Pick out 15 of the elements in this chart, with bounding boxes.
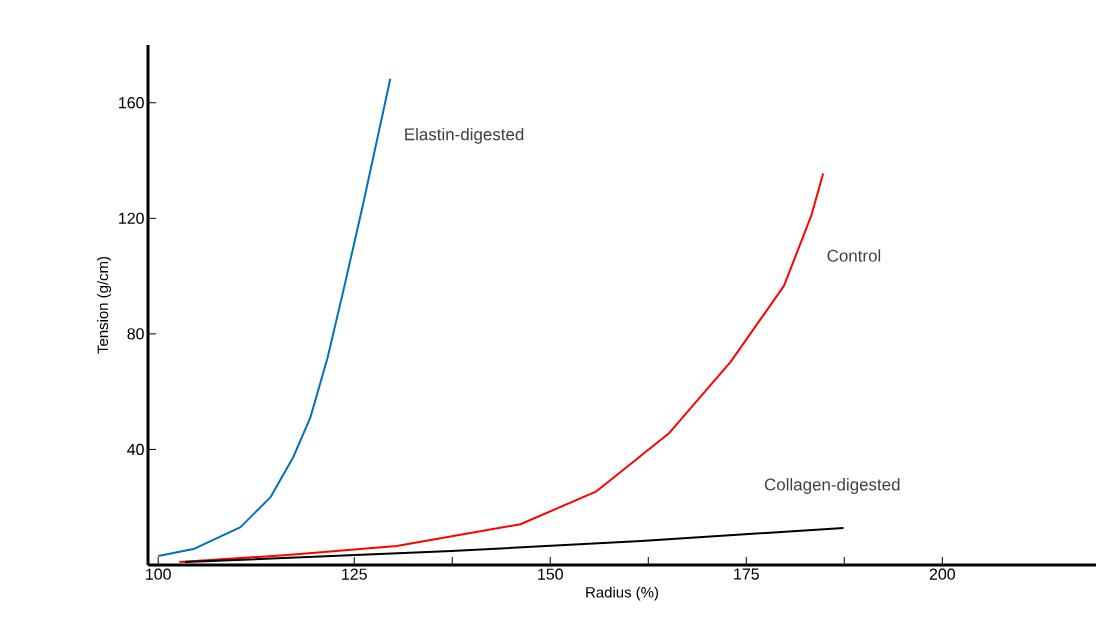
y-axis-title: Tension (g/cm) [97, 256, 112, 354]
series-label: Elastin-digested [405, 127, 524, 144]
x-tick-label: 100 [146, 568, 171, 580]
x-tick-label: 200 [929, 568, 955, 580]
text: Collagen-digested [764, 478, 900, 494]
x-tick-label: 175 [734, 568, 759, 580]
x-tick-label: 150 [538, 568, 563, 580]
y-tick-label: 160 [119, 97, 144, 109]
series-label: Control [827, 249, 881, 262]
x-axis-title: Radius (%) [586, 586, 659, 601]
y-tick-label: 120 [119, 212, 144, 224]
line-series [157, 77, 392, 558]
x-tick-label: 125 [342, 568, 367, 580]
y-tick-label: 80 [127, 328, 144, 340]
y-tick-label: 40 [127, 443, 144, 456]
